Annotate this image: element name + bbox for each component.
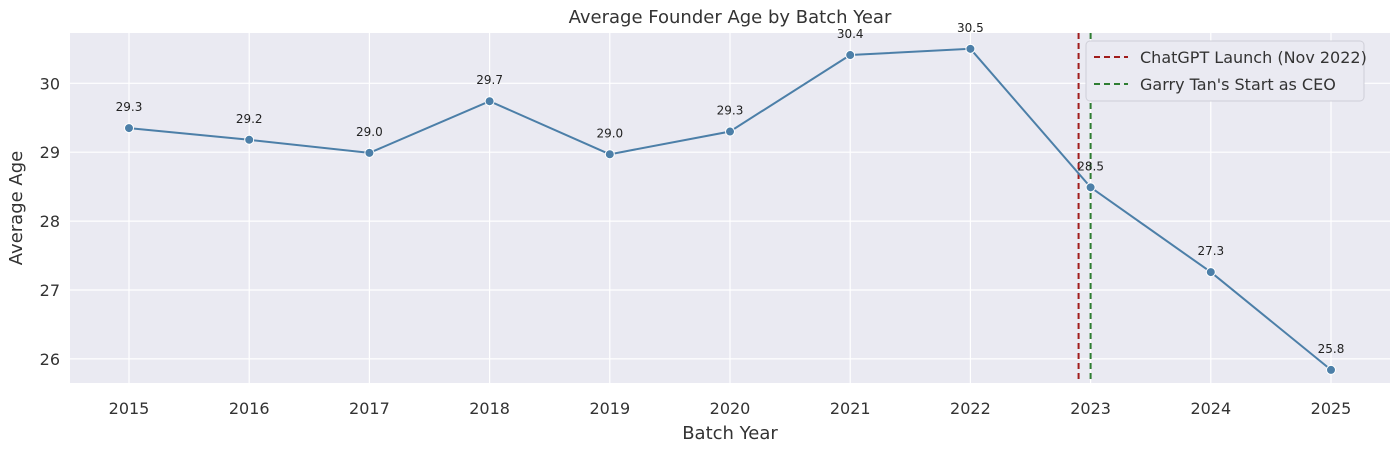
data-label: 30.4: [837, 27, 864, 41]
data-point: [1326, 364, 1336, 375]
chart-title: Average Founder Age by Batch Year: [569, 7, 892, 28]
x-tick-labels: 2015 2016 2017 2018 2019 2020 2021 2022 2023 2024…: [109, 399, 1352, 418]
y-axis-label: Average Age: [6, 151, 27, 265]
x-tick-label: 2018: [469, 399, 510, 418]
x-axis-label: Batch Year: [682, 423, 778, 444]
legend: ChatGPT Launch (Nov 2022) Garry Tan's St…: [1085, 40, 1367, 102]
data-point: [725, 126, 735, 137]
data-points: [124, 43, 1336, 375]
data-label: 29.0: [596, 126, 623, 140]
data-label: 28.5: [1077, 159, 1104, 173]
data-point: [1205, 267, 1216, 278]
legend-box: [1085, 40, 1365, 102]
data-label: 29.2: [236, 112, 263, 126]
data-point: [484, 96, 495, 107]
y-tick-labels: 26 27 28 29 30: [40, 74, 60, 369]
y-tick-label: 30: [40, 74, 60, 93]
y-tick-label: 29: [40, 143, 60, 162]
data-point: [244, 134, 255, 145]
x-tick-label: 2017: [349, 399, 390, 418]
data-label: 30.5: [957, 21, 984, 35]
legend-label-ceo: Garry Tan's Start as CEO: [1140, 75, 1336, 94]
x-tick-label: 2025: [1311, 399, 1352, 418]
data-labels: 29.3 29.2 29.0 29.7 29.0 29.3 30.4 30.5 28.5 27.3…: [116, 21, 1345, 356]
x-tick-label: 2021: [830, 399, 871, 418]
y-tick-label: 28: [40, 212, 60, 231]
y-tick-label: 27: [40, 281, 60, 300]
data-point: [604, 149, 615, 160]
legend-label-chatgpt: ChatGPT Launch (Nov 2022): [1140, 48, 1367, 67]
x-tick-label: 2023: [1070, 399, 1111, 418]
x-tick-label: 2015: [109, 399, 150, 418]
data-label: 29.3: [717, 104, 744, 118]
x-tick-label: 2019: [589, 399, 630, 418]
x-tick-label: 2016: [229, 399, 270, 418]
x-tick-label: 2020: [710, 399, 751, 418]
data-label: 29.3: [116, 100, 143, 114]
data-label: 27.3: [1197, 244, 1224, 258]
data-point: [1085, 182, 1096, 193]
data-point: [845, 50, 856, 61]
data-label: 29.7: [476, 73, 503, 87]
x-tick-label: 2022: [950, 399, 991, 418]
reference-lines: [1077, 33, 1092, 383]
data-point: [965, 43, 976, 54]
y-tick-label: 26: [40, 350, 60, 369]
x-tick-label: 2024: [1190, 399, 1231, 418]
data-label: 29.0: [356, 125, 383, 139]
data-point: [124, 123, 134, 134]
data-point: [364, 147, 375, 158]
data-label: 25.8: [1318, 342, 1345, 356]
